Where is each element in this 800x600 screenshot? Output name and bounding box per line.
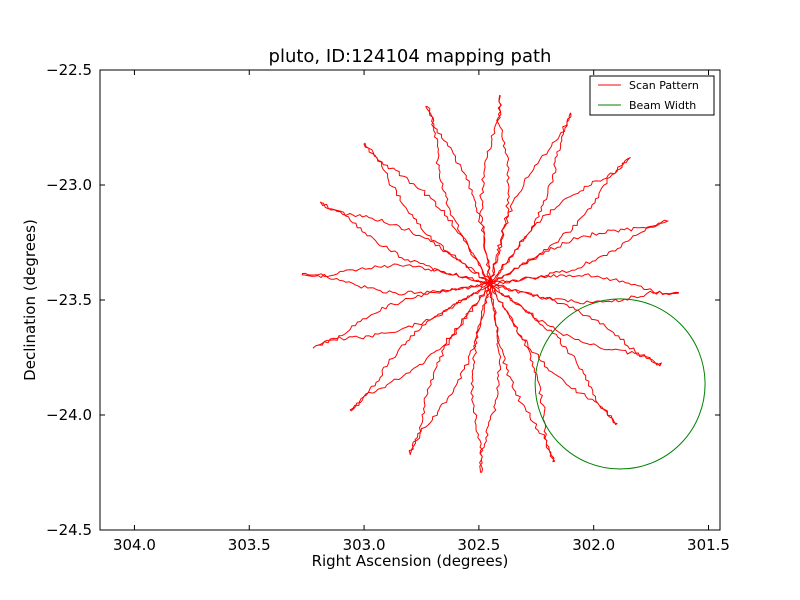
ticks-layer: 304.0 303.5 303.0 302.5 302.0 301.5 −24.5 −24.0… [46, 61, 730, 554]
legend-label-beam-width: Beam Width [629, 99, 696, 112]
x-tick-label: 304.0 [113, 536, 156, 554]
plot-area [301, 95, 706, 473]
x-tick-label: 303.5 [228, 536, 271, 554]
scan-pattern-path [301, 95, 679, 473]
legend-label-scan-pattern: Scan Pattern [629, 79, 699, 92]
beam-width-circle [534, 298, 706, 470]
series-layer [301, 95, 706, 473]
y-tick-label: −22.5 [46, 61, 92, 79]
y-tick-label: −24.0 [46, 406, 92, 424]
x-tick-label: 302.0 [572, 536, 615, 554]
x-axis-label: Right Ascension (degrees) [312, 552, 509, 570]
x-tick-label: 301.5 [687, 536, 730, 554]
legend-box [589, 75, 715, 116]
x-tick-label: 302.5 [457, 536, 500, 554]
y-tick-label: −24.5 [46, 521, 92, 539]
x-tick-label: 303.0 [343, 536, 386, 554]
legend: Scan Pattern Beam Width [589, 75, 715, 116]
y-tick-label: −23.0 [46, 176, 92, 194]
y-axis-label: Declination (degrees) [21, 219, 39, 381]
chart-title: pluto, ID:124104 mapping path [269, 46, 552, 67]
y-tick-label: −23.5 [46, 291, 92, 309]
